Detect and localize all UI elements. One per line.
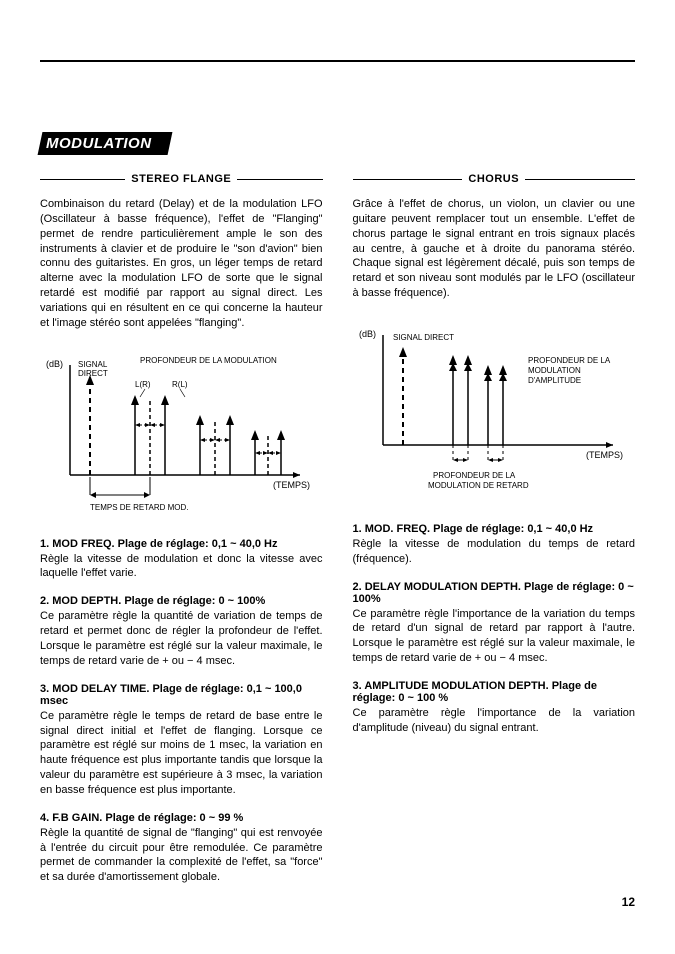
- left-column: STEREO FLANGE Combinaison du retard (Del…: [40, 173, 323, 899]
- param-title: 1. MOD FREQ. Plage de réglage: 0,1 ~ 40,…: [40, 538, 278, 550]
- right-param-1: 1. MOD. FREQ. Plage de réglage: 0,1 ~ 40…: [353, 523, 636, 567]
- param-title: 1. MOD. FREQ. Plage de réglage: 0,1 ~ 40…: [353, 523, 594, 535]
- left-param-2: 2. MOD DEPTH. Plage de réglage: 0 ~ 100%…: [40, 595, 323, 668]
- right-param-3: 3. AMPLITUDE MODULATION DEPTH. Plage de …: [353, 680, 636, 736]
- param-desc: Ce paramètre règle la quantité de variat…: [40, 609, 323, 668]
- right-column: CHORUS Grâce à l'effet de chorus, un vio…: [353, 173, 636, 899]
- rule: [237, 179, 322, 180]
- bottom-label: TEMPS DE RETARD MOD.: [90, 503, 189, 512]
- right-subhead-row: CHORUS: [353, 173, 636, 185]
- temps-label: (TEMPS): [273, 480, 310, 490]
- param-title: 2. DELAY MODULATION DEPTH. Plage de régl…: [353, 581, 634, 605]
- left-param-1: 1. MOD FREQ. Plage de réglage: 0,1 ~ 40,…: [40, 538, 323, 582]
- top-rule: [40, 60, 635, 62]
- right-param-2: 2. DELAY MODULATION DEPTH. Plage de régl…: [353, 581, 636, 666]
- temps-label: (TEMPS): [586, 450, 623, 460]
- lr-label: L(R): [135, 380, 151, 389]
- signal-direct-label2: DIRECT: [78, 369, 108, 378]
- chorus-diagram: (dB) (TEMPS) SIGNAL DIRECT PROFONDEUR DE…: [353, 315, 636, 503]
- param-title: 3. AMPLITUDE MODULATION DEPTH. Plage de …: [353, 680, 597, 704]
- left-subhead: STEREO FLANGE: [125, 173, 237, 185]
- bottom-label-2: MODULATION DE RETARD: [428, 481, 529, 490]
- left-intro: Combinaison du retard (Delay) et de la m…: [40, 197, 323, 331]
- param-desc: Ce paramètre règle l'importance de la va…: [353, 607, 636, 666]
- flange-diagram: (dB) (TEMPS) SIGNAL DIRECT PROFONDEUR DE…: [40, 345, 323, 518]
- mod-depth-label: PROFONDEUR DE LA MODULATION: [140, 356, 277, 365]
- signal-direct-label: SIGNAL: [78, 360, 108, 369]
- param-desc: Ce paramètre règle l'importance de la va…: [353, 706, 636, 736]
- signal-direct-label: SIGNAL DIRECT: [393, 333, 454, 342]
- bottom-label-1: PROFONDEUR DE LA: [433, 471, 516, 480]
- rule: [353, 179, 463, 180]
- param-desc: Règle la vitesse de modulation et donc l…: [40, 552, 323, 582]
- amp-label-2: MODULATION: [528, 366, 581, 375]
- db-label: (dB): [46, 359, 63, 369]
- section-header: MODULATION: [38, 132, 172, 155]
- param-title: 3. MOD DELAY TIME. Plage de réglage: 0,1…: [40, 683, 302, 707]
- param-title: 4. F.B GAIN. Plage de réglage: 0 ~ 99 %: [40, 812, 243, 824]
- param-desc: Ce paramètre règle le temps de retard de…: [40, 709, 323, 798]
- param-desc: Règle la vitesse de modulation du temps …: [353, 537, 636, 567]
- right-subhead: CHORUS: [462, 173, 525, 185]
- amp-label-3: D'AMPLITUDE: [528, 376, 581, 385]
- rule: [40, 179, 125, 180]
- param-desc: Règle la quantité de signal de "flanging…: [40, 826, 323, 885]
- amp-label-1: PROFONDEUR DE LA: [528, 356, 611, 365]
- left-param-4: 4. F.B GAIN. Plage de réglage: 0 ~ 99 % …: [40, 812, 323, 885]
- left-param-3: 3. MOD DELAY TIME. Plage de réglage: 0,1…: [40, 683, 323, 798]
- right-intro: Grâce à l'effet de chorus, un violon, un…: [353, 197, 636, 301]
- rl-label: R(L): [172, 380, 188, 389]
- rule: [525, 179, 635, 180]
- db-label: (dB): [359, 329, 376, 339]
- left-subhead-row: STEREO FLANGE: [40, 173, 323, 185]
- section-header-text: MODULATION: [46, 135, 152, 152]
- param-title: 2. MOD DEPTH. Plage de réglage: 0 ~ 100%: [40, 595, 265, 607]
- page-number: 12: [622, 895, 635, 909]
